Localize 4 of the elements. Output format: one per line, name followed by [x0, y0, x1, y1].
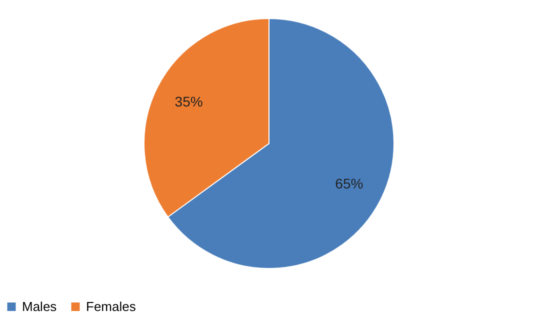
legend-label: Males — [22, 298, 58, 314]
data-label: 65% — [335, 175, 364, 192]
data-label: 35% — [174, 94, 203, 110]
legend-label: Females — [86, 298, 136, 314]
